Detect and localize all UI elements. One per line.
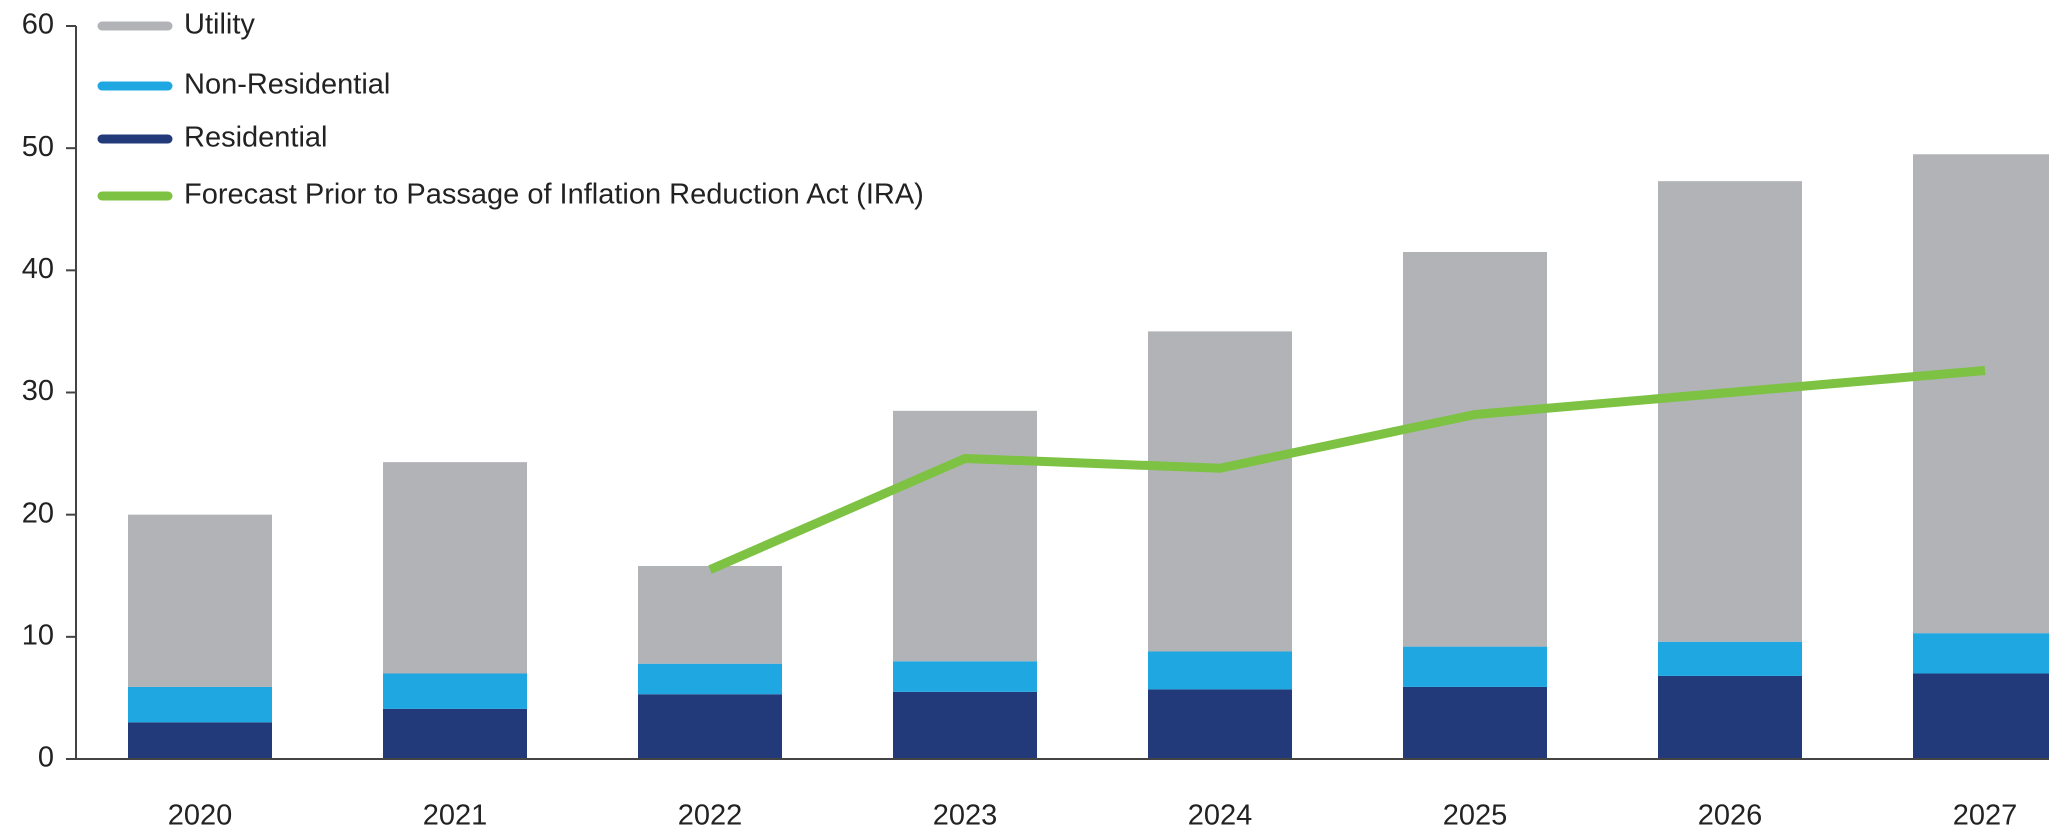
bar-segment	[128, 686, 272, 723]
legend-label: Residential	[184, 122, 327, 154]
bar-segment	[1913, 633, 2049, 674]
x-tick-label: 2026	[1698, 800, 1763, 831]
bar-segment	[1658, 181, 1802, 642]
bar-segment	[1403, 646, 1547, 687]
bar-segment	[1148, 689, 1292, 759]
legend-label: Utility	[184, 9, 255, 41]
bar-segment	[893, 661, 1037, 692]
x-tick-label: 2025	[1443, 800, 1508, 831]
x-tick-label: 2023	[933, 800, 998, 831]
y-tick-label: 40	[22, 253, 54, 285]
y-tick-label: 10	[22, 619, 54, 651]
y-tick-label: 30	[22, 375, 54, 407]
bar-segment	[638, 694, 782, 759]
bar-segment	[1913, 154, 2049, 634]
bar-segment	[1148, 651, 1292, 690]
bar-segment	[638, 565, 782, 664]
bar-segment	[1403, 686, 1547, 759]
legend-label: Forecast Prior to Passage of Inflation R…	[184, 179, 924, 211]
bar-segment	[1148, 331, 1292, 652]
y-tick-label: 0	[38, 742, 54, 774]
bar-segment	[1403, 252, 1547, 647]
legend-label: Non-Residential	[184, 69, 390, 101]
bar-segment	[1658, 675, 1802, 759]
x-tick-label: 2020	[168, 800, 233, 831]
x-tick-label: 2022	[678, 800, 743, 831]
y-tick-label: 50	[22, 131, 54, 163]
bar-segment	[128, 722, 272, 759]
bar-segment	[383, 673, 527, 709]
x-tick-label: 2021	[423, 800, 488, 831]
bar-segment	[128, 514, 272, 687]
y-tick-label: 20	[22, 497, 54, 529]
forecast-line	[708, 366, 1986, 574]
bar-segment	[1658, 641, 1802, 676]
bar-segment	[893, 691, 1037, 759]
bar-segment	[638, 663, 782, 695]
y-tick-label: 60	[22, 9, 54, 41]
bar-segment	[383, 708, 527, 759]
bar-segment	[1913, 673, 2049, 759]
bar-segment	[893, 410, 1037, 662]
x-tick-label: 2024	[1188, 800, 1253, 831]
bar-segment	[383, 462, 527, 674]
x-tick-label: 2027	[1953, 800, 2018, 831]
